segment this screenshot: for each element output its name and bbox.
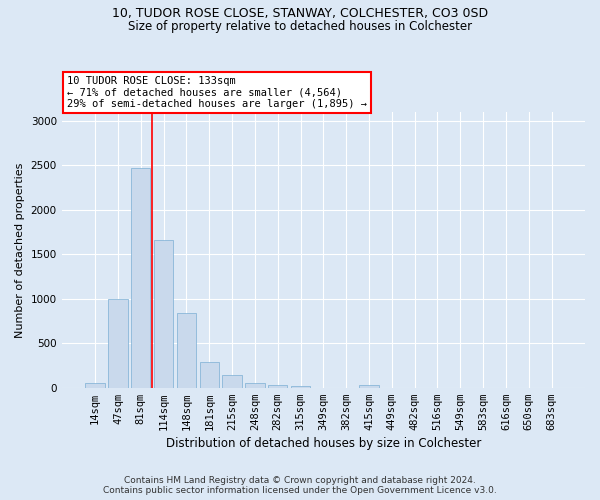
Bar bbox=[177, 313, 196, 388]
Bar bbox=[245, 383, 265, 388]
Bar bbox=[291, 386, 310, 388]
Bar bbox=[359, 385, 379, 388]
Text: Size of property relative to detached houses in Colchester: Size of property relative to detached ho… bbox=[128, 20, 472, 33]
Bar bbox=[223, 375, 242, 388]
X-axis label: Distribution of detached houses by size in Colchester: Distribution of detached houses by size … bbox=[166, 437, 481, 450]
Text: 10 TUDOR ROSE CLOSE: 133sqm
← 71% of detached houses are smaller (4,564)
29% of : 10 TUDOR ROSE CLOSE: 133sqm ← 71% of det… bbox=[67, 76, 367, 110]
Bar bbox=[131, 168, 151, 388]
Text: Contains HM Land Registry data © Crown copyright and database right 2024.
Contai: Contains HM Land Registry data © Crown c… bbox=[103, 476, 497, 495]
Y-axis label: Number of detached properties: Number of detached properties bbox=[15, 162, 25, 338]
Bar bbox=[85, 383, 105, 388]
Bar bbox=[200, 362, 219, 388]
Bar bbox=[108, 299, 128, 388]
Text: 10, TUDOR ROSE CLOSE, STANWAY, COLCHESTER, CO3 0SD: 10, TUDOR ROSE CLOSE, STANWAY, COLCHESTE… bbox=[112, 8, 488, 20]
Bar bbox=[154, 240, 173, 388]
Bar bbox=[268, 384, 287, 388]
